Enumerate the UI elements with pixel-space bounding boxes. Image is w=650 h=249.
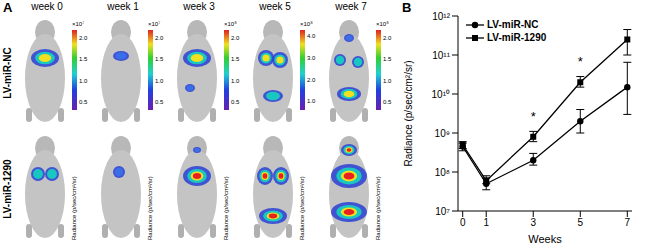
svg-text:10¹²: 10¹² [432,11,450,22]
svg-text:1.0: 1.0 [307,98,316,104]
svg-text:×10⁸: ×10⁸ [224,21,237,27]
svg-text:10⁸: 10⁸ [435,167,450,178]
svg-text:LV-miR-1290: LV-miR-1290 [2,159,13,219]
html-text:week 1: week 1 [107,1,139,12]
svg-text:3: 3 [530,217,536,228]
svg-text:2.0: 2.0 [79,35,88,41]
svg-text:0.5: 0.5 [79,99,88,105]
html-text:week 7: week 7 [335,1,367,12]
svg-text:Radiance (p/sec/cm²/sr): Radiance (p/sec/cm²/sr) [375,176,381,240]
html-text:week 3: week 3 [183,1,215,12]
svg-text:0: 0 [460,217,466,228]
svg-text:Radiance (p/sec/cm²/sr): Radiance (p/sec/cm²/sr) [299,176,305,240]
svg-text:0.5: 0.5 [155,99,164,105]
svg-text:2.0: 2.0 [383,35,392,41]
svg-text:LV-miR-NC: LV-miR-NC [2,47,13,98]
html-text:LV-miR-1290: LV-miR-1290 [487,32,547,43]
svg-text:×10⁸: ×10⁸ [376,21,389,27]
svg-text:Radiance (p/sec/cm²/sr): Radiance (p/sec/cm²/sr) [403,60,414,166]
html-text:week 0: week 0 [31,1,63,12]
svg-text:1.0: 1.0 [383,78,392,84]
html-text:A: A [3,0,13,15]
svg-text:×10⁸: ×10⁸ [300,21,313,27]
svg-text:Radiance (p/sec/cm²/sr): Radiance (p/sec/cm²/sr) [147,176,153,240]
svg-text:10¹¹: 10¹¹ [432,50,450,61]
svg-text:0.5: 0.5 [231,99,240,105]
svg-text:1: 1 [483,217,489,228]
svg-text:×10⁷: ×10⁷ [72,21,84,27]
svg-text:1.5: 1.5 [231,56,240,62]
svg-text:1.5: 1.5 [155,56,164,62]
svg-text:0.5: 0.5 [383,99,392,105]
svg-text:*: * [578,54,583,69]
svg-text:10⁹: 10⁹ [435,128,450,139]
html-text:LV-miR-NC: LV-miR-NC [487,19,539,30]
svg-text:Weeks: Weeks [528,233,562,245]
svg-text:×10⁷: ×10⁷ [148,21,160,27]
svg-text:3.0: 3.0 [307,55,316,61]
svg-text:10⁷: 10⁷ [435,206,450,217]
svg-text:Radiance (p/sec/cm²/sr): Radiance (p/sec/cm²/sr) [71,176,77,240]
svg-text:*: * [531,109,536,124]
svg-text:1.5: 1.5 [383,56,392,62]
svg-text:1.0: 1.0 [231,78,240,84]
svg-text:4.0: 4.0 [307,33,316,39]
svg-text:1.0: 1.0 [155,78,164,84]
svg-text:2.0: 2.0 [231,35,240,41]
svg-text:1.0: 1.0 [79,78,88,84]
svg-text:1.5: 1.5 [79,56,88,62]
svg-text:2.0: 2.0 [307,77,316,83]
html-text:B: B [402,0,412,15]
svg-text:10¹⁰: 10¹⁰ [432,89,450,100]
svg-text:Radiance (p/sec/cm²/sr): Radiance (p/sec/cm²/sr) [223,176,229,240]
svg-text:5: 5 [577,217,583,228]
svg-text:2.0: 2.0 [155,35,164,41]
html-text:week 5: week 5 [259,1,291,12]
svg-text:7: 7 [625,217,631,228]
